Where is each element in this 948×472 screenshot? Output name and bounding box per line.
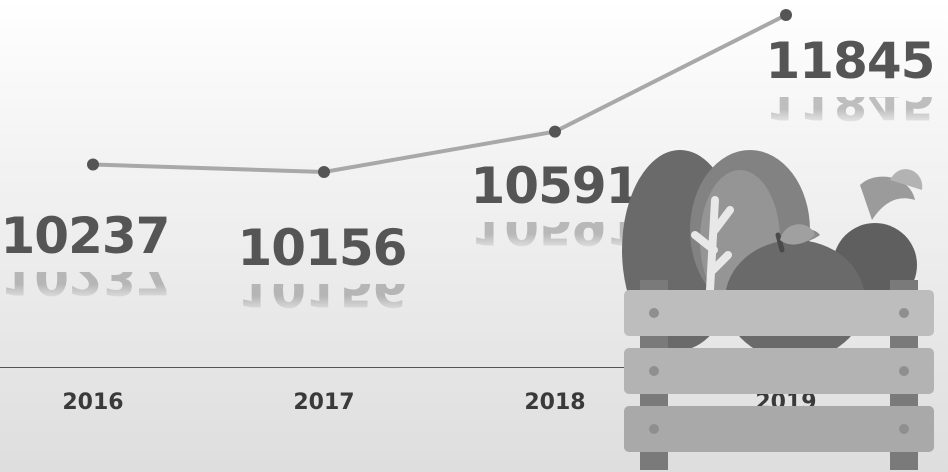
x-tick-label-2017: 2017 (293, 390, 355, 415)
series-line (92, 13, 787, 175)
x-tick-label-2016: 2016 (62, 390, 124, 415)
data-label-reflection: 10237 (0, 272, 170, 302)
data-label-reflection: 11845 (765, 97, 935, 127)
data-label-reflection: 10156 (237, 284, 407, 314)
data-label-2017: 10156 10156 (212, 222, 432, 344)
data-label-2016: 10237 10237 (0, 210, 195, 332)
data-label-value: 10591 (470, 157, 641, 215)
data-label-value: 11845 (765, 32, 936, 90)
data-point-2017 (318, 166, 330, 178)
x-tick-label-2018: 2018 (524, 390, 586, 415)
data-label-2018: 10591 10591 (445, 160, 665, 282)
data-point-2019 (780, 9, 792, 21)
vegetable-crate-icon (622, 150, 934, 470)
data-label-2019: 11845 11845 (740, 35, 948, 157)
data-label-value: 10156 (237, 219, 408, 277)
x-axis-line (0, 367, 905, 368)
data-label-value: 10237 (0, 207, 171, 265)
data-point-2018 (549, 125, 561, 138)
data-point-2016 (87, 158, 99, 171)
